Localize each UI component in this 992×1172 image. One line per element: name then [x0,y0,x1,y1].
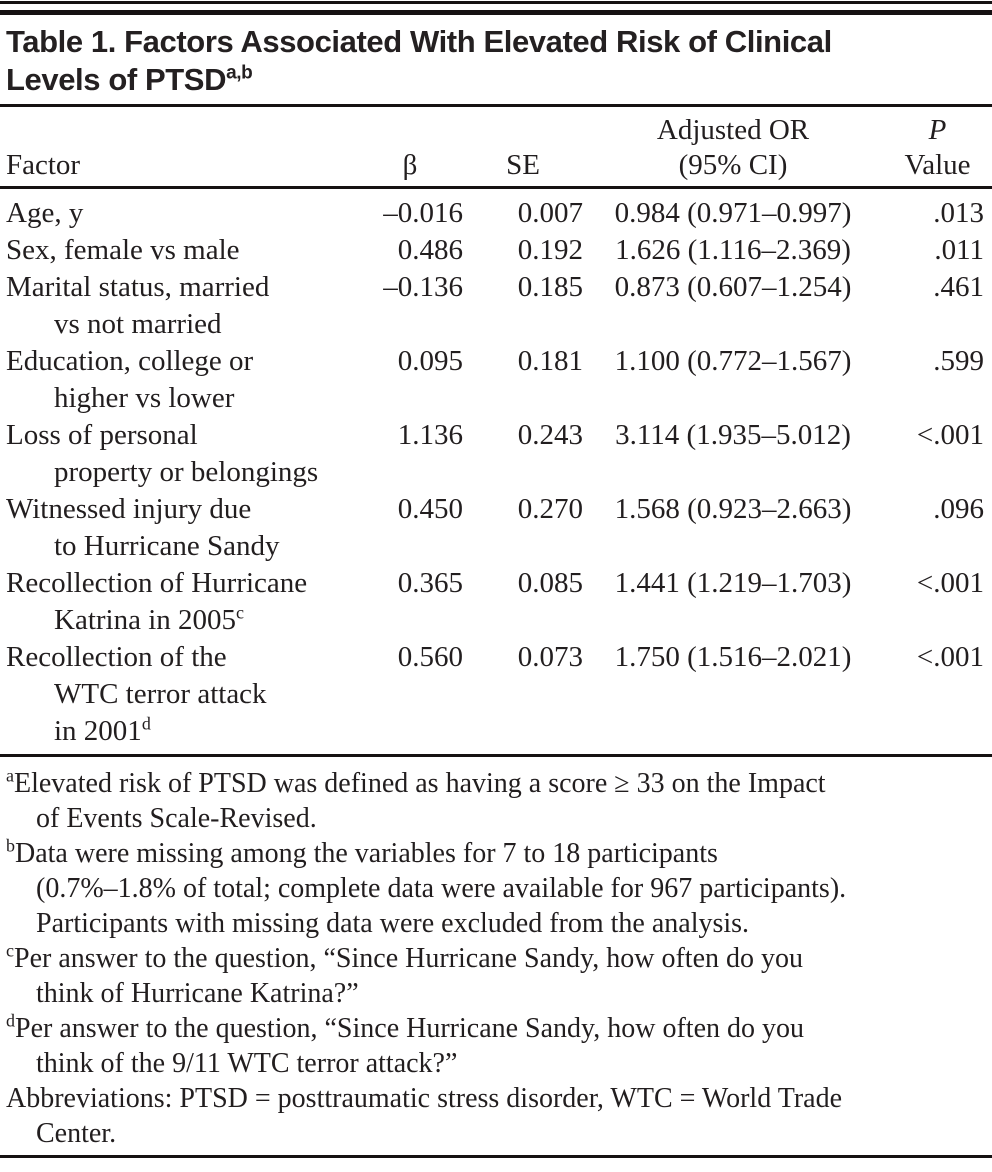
footnote-d: dPer answer to the question, “Since Hurr… [6,1010,804,1079]
footnote-abbreviations: Abbreviations: PTSD = posttraumatic stre… [6,1083,842,1149]
p-value: .096 [933,493,984,525]
footnote-b: bData were missing among the variables f… [6,835,847,939]
beta-value: –0.136 [383,271,463,303]
footnote-marker: b [6,835,15,856]
column-header-adjusted-or: Adjusted OR (95% CI) [656,114,810,181]
table-body: Age, y –0.016 0.007 0.984 (0.971–0.997) … [0,189,992,750]
se-value: 0.270 [517,493,583,525]
beta-value: 0.450 [397,493,463,525]
adjusted-or-value: 1.100 (0.772–1.567) [614,345,852,377]
beta-value: –0.016 [383,197,463,229]
factor-label: Witnessed injury due [6,493,252,525]
p-value: .599 [933,345,984,377]
se-value: 0.073 [517,641,583,673]
factor-label-continued: higher vs lower [54,382,235,414]
table-title-footnote-marker: a,b [226,62,253,84]
table-title-line1: Table 1. Factors Associated With Elevate… [6,24,832,59]
table-row-sex: Sex, female vs male 0.486 0.192 1.626 (1… [0,232,992,269]
table-header: Factor β SE Adjusted OR (95% CI) P Value [0,107,992,186]
p-value: <.001 [916,641,984,673]
title-divider-rule [0,104,992,107]
se-value: 0.085 [517,567,583,599]
beta-value: 0.560 [397,641,463,673]
factor-label: Recollection of Hurricane [6,567,308,599]
p-value: <.001 [916,567,984,599]
adjusted-or-value: 1.568 (0.923–2.663) [614,493,852,525]
header-divider-rule [0,186,992,189]
footnotes-divider-rule [0,754,992,757]
factor-footnote-marker: c [236,602,245,623]
footnote-marker: a [6,765,14,786]
table-row-education: Education, college or higher vs lower 0.0… [0,343,992,417]
table-row-wtc-recollection: Recollection of the WTC terror attack in 2… [0,639,992,750]
table-row-katrina-recollection: Recollection of Hurricane Katrina in 2005… [0,565,992,639]
ptsd-risk-factors-table: Factor β SE Adjusted OR (95% CI) P Value [0,107,992,186]
factor-label: Recollection of the [6,641,227,673]
table-title: Table 1. Factors Associated With Elevate… [0,15,992,104]
factor-label-continued: to Hurricane Sandy [54,530,280,562]
column-header-se: SE [506,149,540,181]
table-row-property-loss: Loss of personal property or belongings 1… [0,417,992,491]
table-header-row: Factor β SE Adjusted OR (95% CI) P Value [0,107,992,186]
beta-value: 0.365 [397,567,463,599]
factor-label: Sex, female vs male [6,234,240,266]
adjusted-or-value: 0.984 (0.971–0.997) [614,197,852,229]
factor-label-continued: property or belongings [54,456,319,488]
column-header-factor: Factor [6,149,81,181]
table-title-line2: Levels of PTSD [6,62,227,97]
p-value: .461 [933,271,984,303]
factor-label: Marital status, married [6,271,270,303]
p-value: .013 [933,197,984,229]
table-row-marital-status: Marital status, married vs not married –0… [0,269,992,343]
adjusted-or-value: 1.441 (1.219–1.703) [614,567,852,599]
se-value: 0.181 [517,345,583,377]
top-inner-rule [0,10,992,15]
adjusted-or-value: 1.626 (1.116–2.369) [615,234,851,266]
factor-label-continued: Katrina in 2005c [54,602,245,636]
table-row-witnessed-injury: Witnessed injury due to Hurricane Sandy 0… [0,491,992,565]
beta-value: 0.095 [397,345,463,377]
se-value: 0.185 [517,271,583,303]
beta-value: 0.486 [397,234,463,266]
footnote-c: cPer answer to the question, “Since Hurr… [6,940,803,1009]
beta-value: 1.136 [397,419,463,451]
adjusted-or-value: 1.750 (1.516–2.021) [614,641,852,673]
column-header-p-value: P Value [904,114,971,181]
column-header-beta: β [402,149,418,181]
bottom-rule [0,1155,992,1158]
footnote-marker: c [6,940,14,961]
table-row-age: Age, y –0.016 0.007 0.984 (0.971–0.997) … [0,189,992,232]
footnote-marker: d [6,1010,15,1031]
factor-label-continued: WTC terror attack [54,678,267,710]
adjusted-or-value: 0.873 (0.607–1.254) [614,271,852,303]
factor-label: Age, y [6,197,84,229]
footnotes: aElevated risk of PTSD was defined as ha… [0,757,992,1151]
p-value: .011 [934,234,984,266]
factor-footnote-marker: d [141,713,151,734]
factor-label: Loss of personal [6,419,198,451]
footnote-a: aElevated risk of PTSD was defined as ha… [6,765,826,834]
factor-label-continued: vs not married [54,308,222,340]
adjusted-or-value: 3.114 (1.935–5.012) [615,419,851,451]
top-outer-rule [0,1,992,4]
se-value: 0.243 [517,419,583,451]
factor-label: Education, college or [6,345,254,377]
p-value: <.001 [916,419,984,451]
se-value: 0.192 [517,234,583,266]
se-value: 0.007 [517,197,583,229]
factor-label-continued: in 2001d [54,713,151,747]
